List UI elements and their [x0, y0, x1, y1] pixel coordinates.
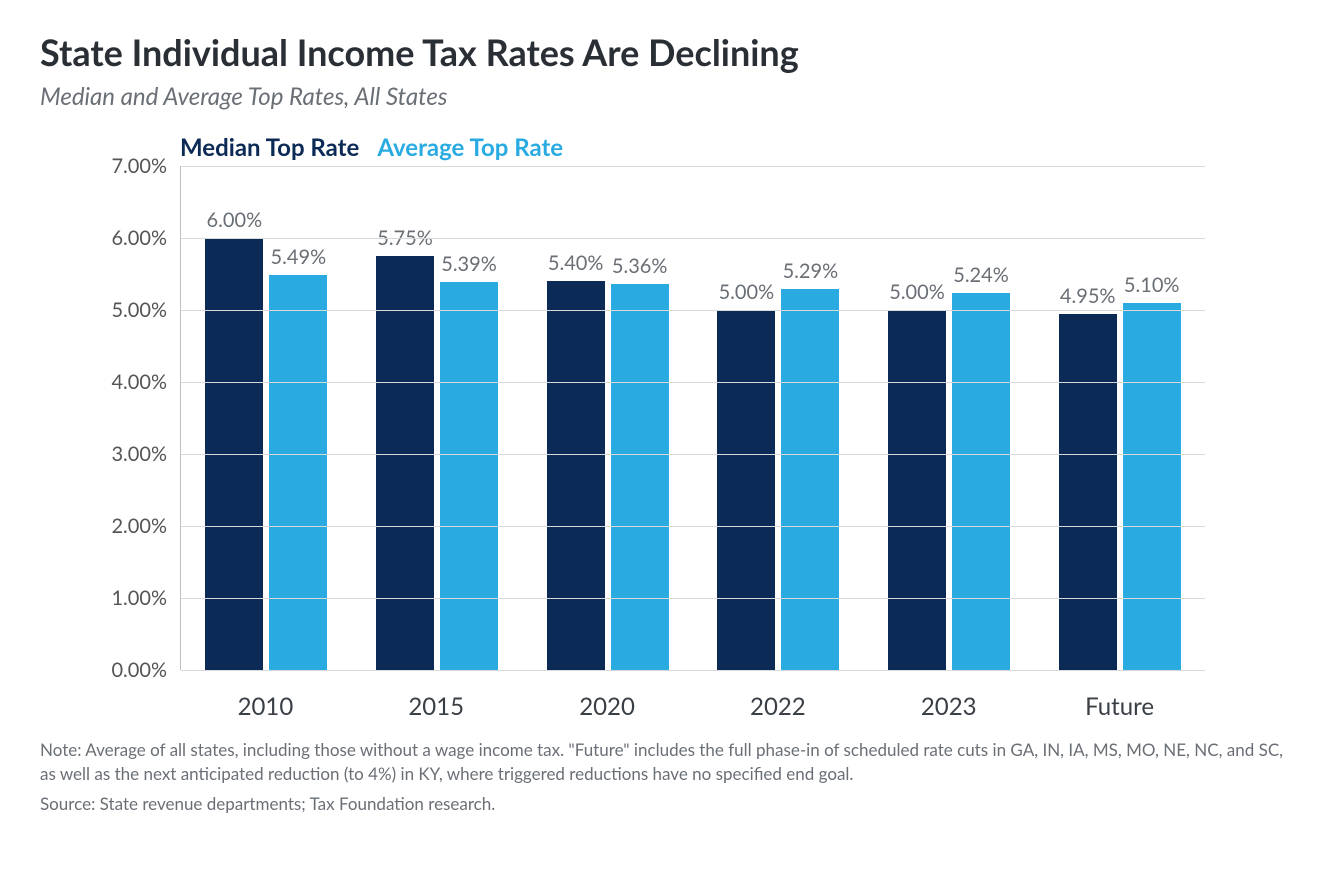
bar: 5.40%	[547, 281, 605, 670]
bar: 5.36%	[611, 284, 669, 670]
bar-value-label: 5.39%	[441, 252, 497, 282]
bar: 5.75%	[376, 256, 434, 670]
gridline	[181, 454, 1205, 455]
bar-group: 5.75%5.39%	[352, 166, 523, 670]
y-tick-label: 7.00%	[111, 154, 181, 178]
bar: 5.39%	[440, 282, 498, 670]
chart-title: State Individual Income Tax Rates Are De…	[40, 30, 1285, 74]
bar-value-label: 5.29%	[783, 259, 839, 289]
chart-note: Note: Average of all states, including t…	[40, 738, 1285, 786]
gridline	[181, 238, 1205, 239]
gridline	[181, 382, 1205, 383]
bar-value-label: 6.00%	[207, 208, 263, 238]
y-tick-label: 5.00%	[111, 298, 181, 322]
chart-subtitle: Median and Average Top Rates, All States	[40, 82, 1285, 111]
y-tick-label: 1.00%	[111, 586, 181, 610]
x-axis: 20102015202020222023Future	[180, 682, 1205, 726]
bar: 5.49%	[269, 275, 327, 670]
bar-value-label: 5.49%	[271, 245, 327, 275]
bar: 5.00%	[888, 310, 946, 670]
bar-value-label: 5.40%	[548, 251, 604, 281]
bar-value-label: 5.75%	[377, 226, 433, 256]
bar: 5.10%	[1123, 303, 1181, 670]
bar-value-label: 5.10%	[1124, 273, 1180, 303]
x-tick-label: 2022	[692, 682, 863, 726]
bar: 5.29%	[781, 289, 839, 670]
bar-value-label: 5.00%	[719, 280, 775, 310]
bar-value-label: 5.24%	[953, 263, 1009, 293]
x-tick-label: Future	[1034, 682, 1205, 726]
bar-groups: 6.00%5.49%5.75%5.39%5.40%5.36%5.00%5.29%…	[181, 166, 1205, 670]
y-tick-label: 3.00%	[111, 442, 181, 466]
bar-group: 6.00% 5.49%	[181, 166, 352, 670]
gridline	[181, 670, 1205, 671]
chart-area: 6.00%5.49%5.75%5.39%5.40%5.36%5.00%5.29%…	[40, 166, 1285, 726]
x-tick-label: 2015	[351, 682, 522, 726]
bar-group: 5.00%5.24%	[864, 166, 1035, 670]
bar: 5.24%	[952, 293, 1010, 670]
bar: 5.00%	[717, 310, 775, 670]
legend-item: Average Top Rate	[377, 133, 563, 162]
gridline	[181, 166, 1205, 167]
gridline	[181, 310, 1205, 311]
y-tick-label: 2.00%	[111, 514, 181, 538]
y-tick-label: 0.00%	[111, 658, 181, 682]
bar: 4.95%	[1059, 314, 1117, 670]
x-tick-label: 2023	[863, 682, 1034, 726]
bar-group: 5.00%5.29%	[693, 166, 864, 670]
x-tick-label: 2020	[522, 682, 693, 726]
bar-group: 5.40%5.36%	[522, 166, 693, 670]
y-tick-label: 6.00%	[111, 226, 181, 250]
y-tick-label: 4.00%	[111, 370, 181, 394]
chart-source: Source: State revenue departments; Tax F…	[40, 792, 1285, 816]
bar-value-label: 5.00%	[889, 280, 945, 310]
chart-legend: Median Top Rate Average Top Rate	[40, 133, 1285, 162]
gridline	[181, 526, 1205, 527]
bar-value-label: 5.36%	[612, 254, 668, 284]
gridline	[181, 598, 1205, 599]
plot-region: 6.00%5.49%5.75%5.39%5.40%5.36%5.00%5.29%…	[180, 166, 1205, 670]
legend-item: Median Top Rate	[180, 133, 359, 162]
bar-group: 4.95%5.10%	[1034, 166, 1205, 670]
x-tick-label: 2010	[180, 682, 351, 726]
